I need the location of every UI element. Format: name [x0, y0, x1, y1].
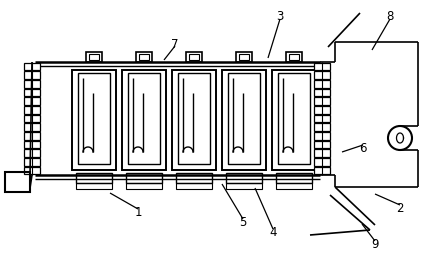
Text: 2: 2 — [396, 201, 404, 215]
Bar — [176, 183, 212, 189]
Text: 1: 1 — [134, 205, 142, 219]
Bar — [78, 73, 110, 164]
Bar — [226, 173, 262, 183]
Bar — [89, 54, 99, 60]
Bar — [186, 52, 202, 62]
Bar — [24, 167, 40, 174]
Text: 4: 4 — [269, 226, 277, 238]
Bar — [126, 173, 162, 183]
Bar — [24, 106, 40, 114]
Bar — [314, 89, 330, 96]
Bar — [314, 158, 330, 166]
Bar — [228, 73, 260, 164]
Bar — [314, 106, 330, 114]
Bar — [172, 70, 216, 170]
Text: 8: 8 — [386, 10, 394, 24]
Bar — [24, 141, 40, 149]
Bar — [314, 80, 330, 88]
Bar — [272, 70, 316, 170]
Bar — [314, 71, 330, 79]
Bar — [189, 54, 199, 60]
Bar — [76, 183, 112, 189]
Bar — [289, 54, 299, 60]
Bar — [222, 70, 266, 170]
Bar — [128, 73, 160, 164]
Bar — [76, 173, 112, 183]
Bar — [276, 183, 312, 189]
Bar — [286, 52, 302, 62]
Bar — [24, 80, 40, 88]
Text: 7: 7 — [171, 37, 179, 51]
Text: 3: 3 — [276, 10, 284, 24]
Bar — [122, 70, 166, 170]
Bar — [278, 73, 310, 164]
Bar — [314, 167, 330, 174]
Bar — [314, 132, 330, 140]
Bar — [24, 63, 40, 70]
Bar — [24, 132, 40, 140]
Bar — [276, 173, 312, 183]
Bar — [5, 172, 30, 192]
Text: 5: 5 — [240, 216, 247, 228]
Bar — [72, 70, 116, 170]
Bar — [24, 71, 40, 79]
Bar — [86, 52, 102, 62]
Bar — [314, 149, 330, 157]
Bar — [24, 149, 40, 157]
Bar — [24, 123, 40, 131]
Bar — [314, 115, 330, 122]
Bar — [178, 73, 210, 164]
Bar — [314, 63, 330, 70]
Bar — [236, 52, 252, 62]
Bar — [24, 115, 40, 122]
Text: 6: 6 — [359, 141, 367, 155]
Bar — [126, 183, 162, 189]
Bar — [176, 173, 212, 183]
Bar — [139, 54, 149, 60]
Bar — [314, 123, 330, 131]
Bar — [226, 183, 262, 189]
Bar — [24, 89, 40, 96]
Bar — [314, 97, 330, 105]
Bar — [24, 158, 40, 166]
Bar — [24, 97, 40, 105]
Text: 9: 9 — [371, 237, 379, 250]
Bar — [239, 54, 249, 60]
Bar — [136, 52, 152, 62]
Bar — [314, 141, 330, 149]
